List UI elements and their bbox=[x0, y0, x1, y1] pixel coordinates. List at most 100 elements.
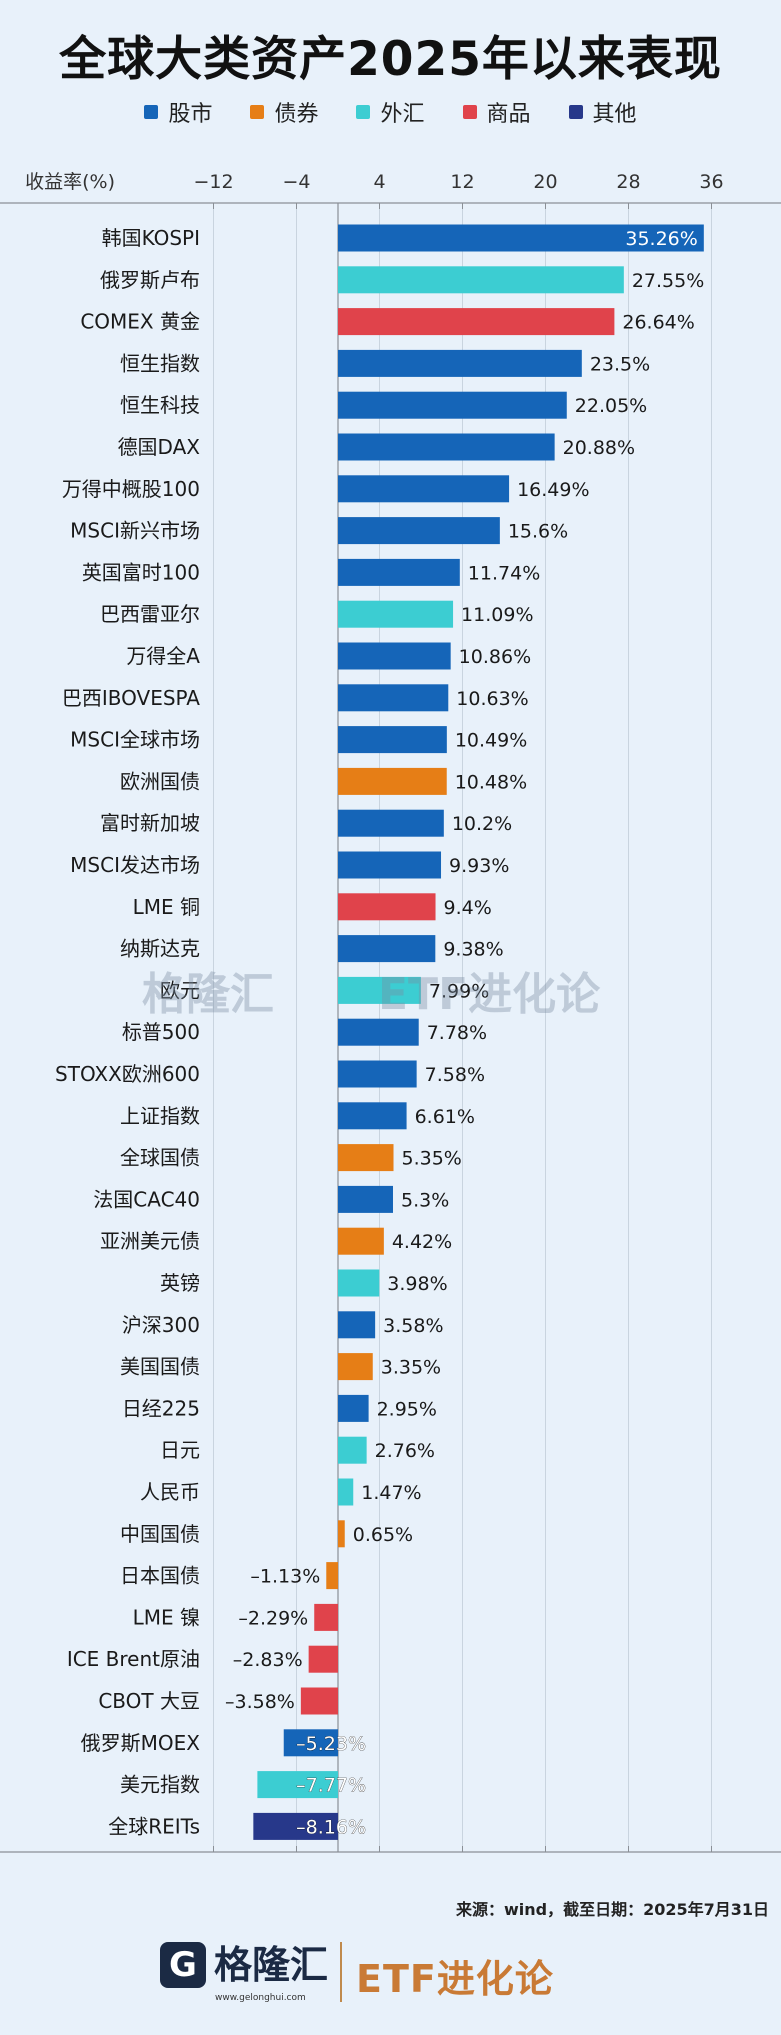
category-label: 上证指数 bbox=[120, 1104, 200, 1128]
value-label: 9.38% bbox=[443, 939, 503, 961]
value-label: 5.3% bbox=[401, 1189, 449, 1211]
category-label: 中国国债 bbox=[120, 1522, 200, 1546]
bar bbox=[338, 1060, 417, 1088]
value-label: 11.74% bbox=[468, 562, 540, 584]
value-label: 20.88% bbox=[563, 437, 635, 459]
watermark-brand: 格隆汇 bbox=[142, 969, 274, 1020]
bar bbox=[338, 1269, 380, 1297]
axis-title: 收益率(%) bbox=[25, 171, 115, 193]
logo-url: www.gelonghui.com bbox=[215, 1993, 306, 2003]
legend-swatch bbox=[356, 105, 371, 119]
bar bbox=[338, 935, 436, 963]
tick-label-bottom: 20 bbox=[533, 1869, 557, 1870]
bar bbox=[338, 1311, 376, 1339]
bar bbox=[338, 433, 555, 461]
value-label: –5.23% bbox=[296, 1733, 366, 1755]
value-label: 4.42% bbox=[392, 1231, 452, 1253]
tick-label-top: −4 bbox=[282, 171, 310, 193]
value-label: 16.49% bbox=[517, 479, 589, 501]
category-label: 俄罗斯卢布 bbox=[100, 268, 200, 292]
value-label: 3.98% bbox=[387, 1273, 447, 1295]
bar bbox=[338, 1102, 407, 1130]
value-label: 35.26% bbox=[625, 228, 697, 250]
category-label: 巴西雷亚尔 bbox=[100, 602, 200, 626]
bar bbox=[338, 851, 442, 879]
bar bbox=[338, 308, 615, 336]
legend-label: 其他 bbox=[592, 102, 637, 127]
bar bbox=[338, 224, 704, 252]
bar bbox=[338, 517, 500, 545]
value-label: 10.48% bbox=[455, 771, 527, 793]
category-label: 恒生科技 bbox=[120, 393, 200, 417]
value-label: –3.58% bbox=[225, 1691, 295, 1713]
bar bbox=[308, 1645, 338, 1673]
category-label: 俄罗斯MOEX bbox=[81, 1731, 201, 1755]
value-label: 2.76% bbox=[375, 1440, 435, 1462]
bar bbox=[338, 642, 451, 670]
category-label: 英国富时100 bbox=[82, 560, 200, 584]
category-label: ICE Brent原油 bbox=[67, 1647, 200, 1671]
category-label: 欧洲国债 bbox=[120, 769, 200, 793]
bar bbox=[338, 684, 449, 712]
category-label: LME 铜 bbox=[133, 895, 200, 919]
bar bbox=[338, 1520, 345, 1548]
bar bbox=[326, 1562, 338, 1590]
bar bbox=[338, 600, 454, 628]
legend-label: 外汇 bbox=[380, 102, 425, 127]
category-label: CBOT 大豆 bbox=[98, 1689, 200, 1713]
category-label: 韩国KOSPI bbox=[102, 226, 200, 250]
value-label: 10.49% bbox=[455, 730, 527, 752]
value-label: 9.4% bbox=[444, 897, 492, 919]
bar bbox=[338, 349, 582, 377]
category-label: 美元指数 bbox=[120, 1773, 200, 1797]
value-label: 6.61% bbox=[415, 1106, 475, 1128]
bar bbox=[314, 1603, 338, 1631]
category-label: 万得全A bbox=[126, 644, 200, 668]
bar bbox=[338, 1436, 367, 1464]
etf-logo-text: ETF进化论 bbox=[356, 1957, 554, 2001]
category-label: 美国国债 bbox=[120, 1355, 200, 1379]
value-label: 26.64% bbox=[622, 312, 694, 334]
logo-text: 格隆汇 bbox=[214, 1943, 329, 1987]
value-label: 1.47% bbox=[361, 1482, 421, 1504]
legend-swatch bbox=[144, 105, 159, 119]
category-label: 欧元 bbox=[160, 978, 200, 1002]
legend-swatch bbox=[462, 105, 477, 119]
value-label: 10.63% bbox=[456, 688, 528, 710]
source-note: 来源：wind，截至日期：2025年7月31日 bbox=[455, 1900, 769, 1919]
value-label: –1.13% bbox=[250, 1566, 320, 1588]
value-label: 3.58% bbox=[383, 1315, 443, 1337]
logo-mark: G bbox=[160, 1942, 206, 1988]
value-label: 10.86% bbox=[459, 646, 531, 668]
tick-label-top: −12 bbox=[193, 171, 233, 193]
category-label: 标普500 bbox=[122, 1020, 200, 1044]
value-label: 2.95% bbox=[377, 1398, 437, 1420]
value-label: 7.78% bbox=[427, 1022, 487, 1044]
bar bbox=[253, 1812, 338, 1840]
bar bbox=[338, 475, 510, 503]
category-label: 全球REITs bbox=[108, 1814, 200, 1838]
category-label: 富时新加坡 bbox=[100, 811, 200, 835]
value-label: 5.35% bbox=[402, 1148, 462, 1170]
tick-label-top: 4 bbox=[373, 171, 385, 193]
bar bbox=[338, 1185, 393, 1213]
category-label: COMEX 黄金 bbox=[80, 310, 200, 334]
category-label: 人民币 bbox=[140, 1480, 200, 1504]
tick-label-top: 36 bbox=[699, 171, 723, 193]
category-label: 英镑 bbox=[160, 1271, 200, 1295]
value-label: 22.05% bbox=[575, 395, 647, 417]
legend-label: 商品 bbox=[486, 102, 531, 127]
category-label: MSCI发达市场 bbox=[70, 853, 200, 877]
bar bbox=[338, 1144, 394, 1172]
bar bbox=[300, 1687, 338, 1715]
category-label: 万得中概股100 bbox=[62, 477, 200, 501]
value-label: 3.35% bbox=[381, 1357, 441, 1379]
bar bbox=[338, 1018, 419, 1046]
value-label: –7.77% bbox=[296, 1775, 366, 1797]
bar bbox=[283, 1729, 338, 1757]
legend-label: 债券 bbox=[274, 102, 319, 127]
bar bbox=[338, 809, 444, 837]
category-label: 恒生指数 bbox=[120, 351, 200, 375]
category-label: 德国DAX bbox=[118, 435, 201, 459]
category-label: 全球国债 bbox=[120, 1146, 200, 1170]
